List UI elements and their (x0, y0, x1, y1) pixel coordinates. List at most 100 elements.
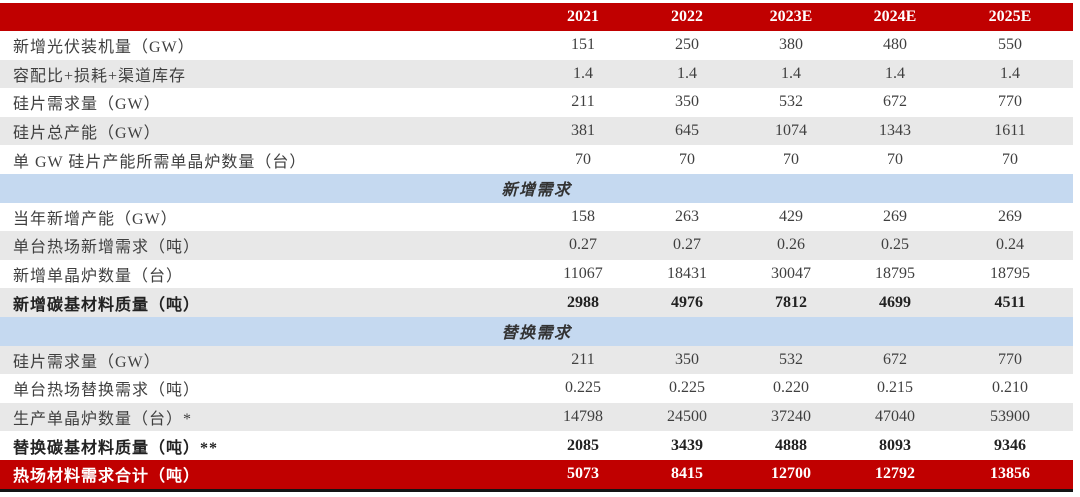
row-label: 单台热场新增需求（吨） (13, 239, 201, 257)
cell-value: 70 (575, 150, 591, 168)
row-label: 新增碳基材料质量（吨） (13, 296, 201, 314)
forecast-table: 2021 2022 2023E 2024E 2025E 新增光伏装机量（GW） 1… (0, 3, 1073, 492)
table-row: 硅片需求量（GW） 211 350 532 672 770 (0, 88, 1073, 117)
cell-value: 70 (783, 150, 799, 168)
cell-value: 1343 (879, 122, 911, 140)
cell-value: 158 (571, 207, 595, 225)
section-title: 替换需求 (501, 325, 572, 343)
cell-value: 8093 (879, 436, 911, 454)
cell-value: 18795 (990, 265, 1030, 283)
cell-value: 37240 (771, 408, 811, 426)
cell-value: 1.4 (677, 64, 697, 82)
cell-value: 9346 (994, 436, 1026, 454)
cell-value: 4888 (775, 436, 807, 454)
cell-value: 3439 (671, 436, 703, 454)
table-body: 新增光伏装机量（GW） 151 250 380 480 550 容配比+损耗+渠道库存 1.4… (0, 31, 1073, 489)
cell-value: 47040 (875, 408, 915, 426)
cell-value: 4699 (879, 293, 911, 311)
row-label: 容配比+损耗+渠道库存 (13, 67, 187, 85)
cell-value: 18431 (667, 265, 707, 283)
cell-value: 480 (883, 36, 907, 54)
cell-value: 0.27 (673, 236, 701, 254)
cell-value: 0.25 (881, 236, 909, 254)
table-row: 当年新增产能（GW） 158 263 429 269 269 (0, 202, 1073, 232)
cell-value: 1.4 (885, 64, 905, 82)
cell-value: 5073 (567, 465, 599, 483)
cell-value: 70 (1002, 150, 1018, 168)
section-title: 新增需求 (501, 182, 572, 200)
table-row: 新增碳基材料质量（吨） 2988 4976 7812 4699 4511 (0, 288, 1073, 317)
table-row: 硅片总产能（GW） 381 645 1074 1343 1611 (0, 116, 1073, 146)
cell-value: 211 (571, 93, 595, 111)
cell-value: 0.24 (996, 236, 1024, 254)
cell-value: 1074 (775, 122, 807, 140)
cell-value: 7812 (775, 293, 807, 311)
cell-value: 429 (779, 207, 803, 225)
row-label: 硅片总产能（GW） (13, 125, 161, 143)
cell-value: 672 (883, 350, 907, 368)
cell-value: 770 (998, 93, 1022, 111)
cell-value: 532 (779, 350, 803, 368)
cell-value: 269 (998, 207, 1022, 225)
row-label: 新增光伏装机量（GW） (13, 39, 195, 57)
row-label: 新增单晶炉数量（台） (13, 268, 184, 286)
table-row: 硅片需求量（GW） 211 350 532 672 770 (0, 345, 1073, 375)
section-header-row: 新增需求 (0, 173, 1073, 203)
row-label: 生产单晶炉数量（台）* (13, 411, 193, 429)
column-header-2023e: 2023E (769, 8, 813, 25)
cell-value: 0.210 (992, 379, 1028, 397)
cell-value: 532 (779, 93, 803, 111)
cell-value: 672 (883, 93, 907, 111)
cell-value: 24500 (667, 408, 707, 426)
row-label: 当年新增产能（GW） (13, 210, 178, 228)
cell-value: 1.4 (1000, 64, 1020, 82)
cell-value: 53900 (990, 408, 1030, 426)
cell-value: 70 (679, 150, 695, 168)
row-label: 硅片需求量（GW） (13, 96, 161, 114)
column-header-2024e: 2024E (873, 8, 917, 25)
cell-value: 0.220 (773, 379, 809, 397)
cell-value: 350 (675, 350, 699, 368)
cell-value: 263 (675, 207, 699, 225)
cell-value: 0.26 (777, 236, 805, 254)
row-label: 单台热场替换需求（吨） (13, 382, 201, 400)
cell-value: 151 (571, 36, 595, 54)
cell-value: 12700 (771, 465, 811, 483)
row-label: 单 GW 硅片产能所需单晶炉数量（台） (13, 153, 307, 171)
cell-value: 12792 (875, 465, 915, 483)
table-row: 单 GW 硅片产能所需单晶炉数量（台） 70 70 70 70 70 (0, 145, 1073, 174)
cell-value: 269 (883, 207, 907, 225)
cell-value: 4976 (671, 293, 703, 311)
cell-value: 550 (998, 36, 1022, 54)
column-header-2021: 2021 (567, 8, 599, 25)
cell-value: 0.225 (565, 379, 601, 397)
cell-value: 8415 (671, 465, 703, 483)
cell-value: 350 (675, 93, 699, 111)
total-row: 热场材料需求合计（吨） 5073 8415 12700 12792 13856 (0, 459, 1073, 489)
cell-value: 0.215 (877, 379, 913, 397)
cell-value: 1.4 (781, 64, 801, 82)
cell-value: 2988 (567, 293, 599, 311)
column-header-2025e: 2025E (988, 8, 1032, 25)
cell-value: 4511 (994, 293, 1026, 311)
table-header-row: 2021 2022 2023E 2024E 2025E (0, 3, 1073, 31)
cell-value: 0.27 (569, 236, 597, 254)
cell-value: 645 (675, 122, 699, 140)
cell-value: 381 (571, 122, 595, 140)
table-row: 替换碳基材料质量（吨）** 2085 3439 4888 8093 9346 (0, 431, 1073, 460)
section-header-row: 替换需求 (0, 316, 1073, 346)
cell-value: 211 (571, 350, 595, 368)
cell-value: 770 (998, 350, 1022, 368)
column-header-2022: 2022 (671, 8, 703, 25)
cell-value: 250 (675, 36, 699, 54)
row-label: 热场材料需求合计（吨） (13, 468, 201, 486)
row-label: 替换碳基材料质量（吨）** (13, 439, 219, 457)
cell-value: 30047 (771, 265, 811, 283)
cell-value: 1611 (994, 122, 1026, 140)
cell-value: 2085 (567, 436, 599, 454)
cell-value: 70 (887, 150, 903, 168)
cell-value: 11067 (563, 265, 603, 283)
row-label: 硅片需求量（GW） (13, 353, 161, 371)
cell-value: 18795 (875, 265, 915, 283)
